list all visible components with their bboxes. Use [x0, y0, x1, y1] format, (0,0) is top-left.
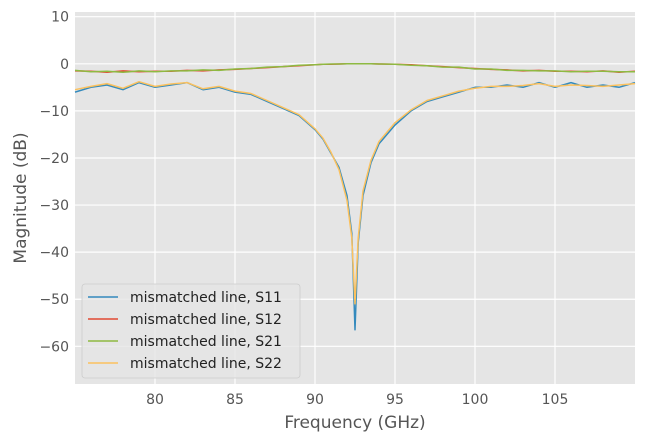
y-tick-label: −50 [39, 292, 69, 308]
x-axis-label: Frequency (GHz) [284, 413, 425, 433]
y-tick-label: 10 [51, 10, 69, 26]
series-line-3 [74, 63, 635, 74]
x-tick-label: 95 [386, 392, 404, 408]
legend-label-3: mismatched line, S21 [130, 334, 282, 350]
series-lines [74, 63, 636, 331]
y-tick-label: −10 [39, 104, 69, 120]
legend: mismatched line, S11 mismatched line, S12… [81, 283, 301, 379]
y-tick-label: −20 [39, 151, 69, 167]
x-tick-label: 85 [226, 392, 244, 408]
grid [75, 12, 635, 384]
y-axis-label: Magnitude (dB) [11, 132, 31, 263]
legend-label-4: mismatched line, S22 [130, 356, 282, 372]
y-tick-label: −30 [39, 198, 69, 214]
y-tick-label: −60 [39, 339, 69, 355]
legend-box [81, 283, 301, 379]
y-tick-label: −40 [39, 245, 69, 261]
x-tick-label: 105 [542, 392, 569, 408]
legend-label-1: mismatched line, S11 [130, 290, 282, 306]
x-tick-label: 80 [146, 392, 164, 408]
series-line-4 [74, 80, 636, 305]
legend-label-2: mismatched line, S12 [130, 312, 282, 328]
x-tick-label: 100 [462, 392, 489, 408]
y-tick-label: 0 [60, 57, 69, 73]
x-tick-label: 90 [306, 392, 324, 408]
